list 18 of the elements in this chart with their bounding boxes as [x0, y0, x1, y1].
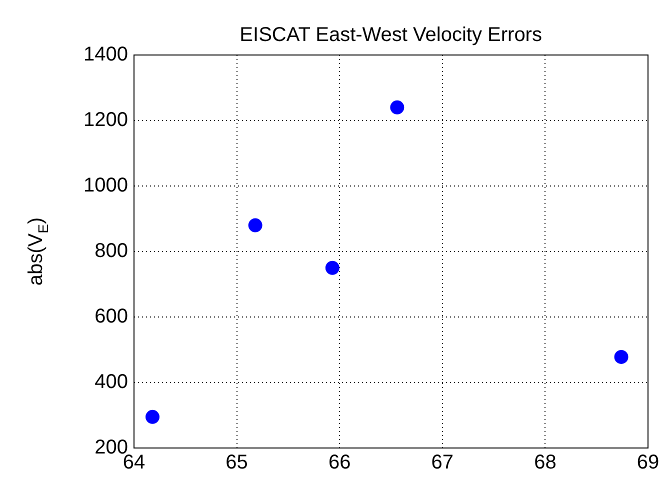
point — [248, 218, 262, 232]
y-tick-label: 1400 — [84, 44, 128, 66]
point — [390, 100, 404, 114]
y-tick-label: 400 — [94, 371, 128, 394]
x-tick-label: 68 — [534, 452, 556, 474]
x-tick-label: 66 — [328, 452, 351, 474]
chart-title: EISCAT East-West Velocity Errors — [240, 24, 542, 46]
point — [614, 350, 628, 364]
x-tick-label: 69 — [636, 452, 660, 474]
point — [325, 260, 340, 275]
point — [146, 410, 160, 424]
y-axis-title: abs(VE) — [25, 217, 51, 286]
x-tick-label: 67 — [431, 452, 454, 474]
y-tick-label: 1200 — [84, 109, 128, 132]
y-tick-label: 1000 — [84, 174, 128, 197]
y-tick-label: 600 — [94, 306, 128, 328]
y-tick-label: 800 — [94, 240, 128, 262]
x-tick-label: 65 — [226, 452, 248, 474]
